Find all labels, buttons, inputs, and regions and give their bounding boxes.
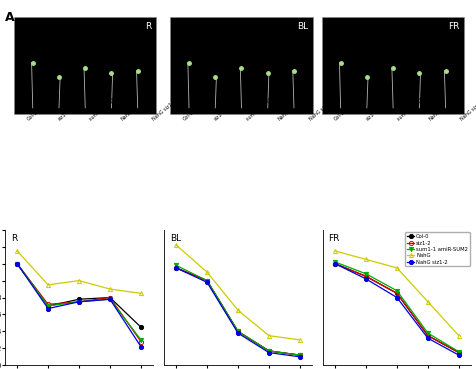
Text: R: R xyxy=(10,234,17,243)
Text: NahG siz1-2: NahG siz1-2 xyxy=(152,99,178,122)
Bar xyxy=(170,17,313,114)
Text: NahG: NahG xyxy=(120,109,134,122)
Text: FR: FR xyxy=(328,234,340,243)
Text: siz1-2: siz1-2 xyxy=(57,108,71,122)
Text: BL: BL xyxy=(169,234,181,243)
Text: Col-0: Col-0 xyxy=(182,110,195,122)
Text: NahG siz1-2: NahG siz1-2 xyxy=(308,99,334,122)
Text: A: A xyxy=(5,11,14,24)
Bar xyxy=(322,17,464,114)
Text: siz1-2: siz1-2 xyxy=(365,108,379,122)
Text: sum1-1 amiR-SUM2: sum1-1 amiR-SUM2 xyxy=(397,87,436,122)
Text: NahG: NahG xyxy=(277,109,290,122)
Legend: Col-0, siz1-2, sum1-1 amiR-SUM2, NahG, NahG siz1-2: Col-0, siz1-2, sum1-1 amiR-SUM2, NahG, N… xyxy=(405,232,470,266)
Text: siz1-2: siz1-2 xyxy=(214,108,228,122)
Text: FR: FR xyxy=(448,23,460,31)
Text: NahG: NahG xyxy=(428,109,442,122)
Bar xyxy=(14,17,156,114)
Text: NahG siz1-2: NahG siz1-2 xyxy=(460,99,476,122)
Text: Col-0: Col-0 xyxy=(334,110,347,122)
Text: R: R xyxy=(146,23,152,31)
Text: sum1-1 amiR-SUM2: sum1-1 amiR-SUM2 xyxy=(89,87,129,122)
Text: BL: BL xyxy=(297,23,308,31)
Text: Col-0: Col-0 xyxy=(26,110,39,122)
Text: sum1-1 amiR-SUM2: sum1-1 amiR-SUM2 xyxy=(245,87,285,122)
